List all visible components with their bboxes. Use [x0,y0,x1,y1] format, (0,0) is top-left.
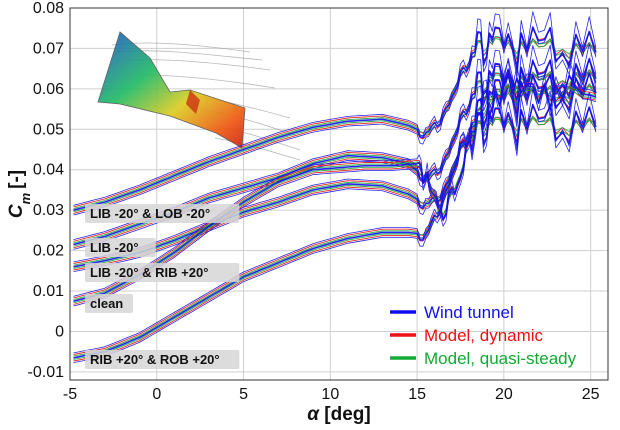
x-tick-label: 5 [239,386,248,403]
legend-label: Model, quasi-steady [424,349,577,368]
x-tick-label: 10 [321,386,339,403]
legend-label: Wind tunnel [424,303,514,322]
config-label-bg [85,238,156,257]
x-tick-label: -5 [63,386,77,403]
config-label-bg [85,294,133,313]
config-label: LIB -20° [90,240,139,255]
x-tick-label: 15 [408,386,426,403]
config-label: LIB -20° & RIB +20° [90,265,208,280]
series-line-wind-tunnel [73,88,597,354]
config-label-bg [85,204,240,223]
series-line-wind-tunnel [73,57,597,263]
y-tick-label: 0.07 [33,40,64,57]
series-line-wind-tunnel [73,74,597,307]
y-tick-label: 0.04 [33,162,64,179]
series-line-wind-tunnel [73,73,597,302]
config-label: RIB +20° & ROB +20° [90,352,220,367]
y-tick-label: 0.06 [33,81,64,98]
x-tick-label: 0 [152,386,161,403]
y-axis-unit: [-] [6,170,27,189]
y-axis-label: Cm [-] [6,170,33,218]
series-line-wind-tunnel [73,72,597,268]
legend: Wind tunnel Model, dynamic Model, quasi-st… [390,303,577,368]
y-tick-label: -0.01 [28,364,65,381]
series-line-model-quasi-steady [73,83,596,300]
y-axis-subscript: m [18,192,33,204]
series-line-model-quasi-steady [73,86,596,304]
x-tick-label: 20 [495,386,513,403]
configuration-labels: LIB -20° & LOB -20° LIB -20° LIB -20° & RI… [85,204,240,369]
config-label: LIB -20° & LOB -20° [90,206,210,221]
series-group [73,60,597,307]
y-tick-label: 0.05 [33,121,64,138]
series-line-wind-tunnel [73,26,597,211]
y-tick-label: 0.03 [33,202,64,219]
series-line-model-quasi-steady [73,38,597,213]
series-line-model-quasi-steady [73,117,597,360]
y-tick-label: 0.02 [33,243,64,260]
series-line-model-quasi-steady [73,115,597,357]
x-axis-ticks: -5 0 5 10 15 20 25 [63,386,600,403]
x-axis-unit: [deg] [319,404,371,425]
config-label: clean [90,296,123,311]
y-tick-label: 0.01 [33,283,64,300]
y-axis-ticks: -0.01 0 0.01 0.02 0.03 0.04 0.05 0.06 0.07 0.08 [28,0,65,381]
y-tick-label: 0.08 [33,0,64,17]
config-label-bg [85,350,240,369]
x-tick-label: 25 [582,386,600,403]
x-axis-symbol: α [307,404,320,425]
y-tick-label: 0 [55,323,64,340]
series-group [73,88,597,363]
series-line-wind-tunnel [73,11,597,206]
legend-label: Model, dynamic [424,326,544,345]
y-axis-symbol: C [6,204,27,218]
series-line-wind-tunnel [73,103,597,359]
config-label-bg [85,263,240,282]
plot-frame [69,7,609,381]
x-axis-label: α [deg] [307,404,371,425]
series-group [73,11,597,216]
series-line-model-quasi-steady [73,35,597,210]
